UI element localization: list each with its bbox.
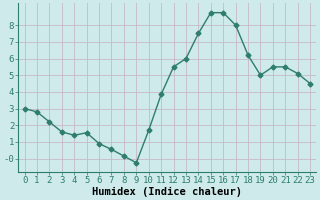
- X-axis label: Humidex (Indice chaleur): Humidex (Indice chaleur): [92, 186, 242, 197]
